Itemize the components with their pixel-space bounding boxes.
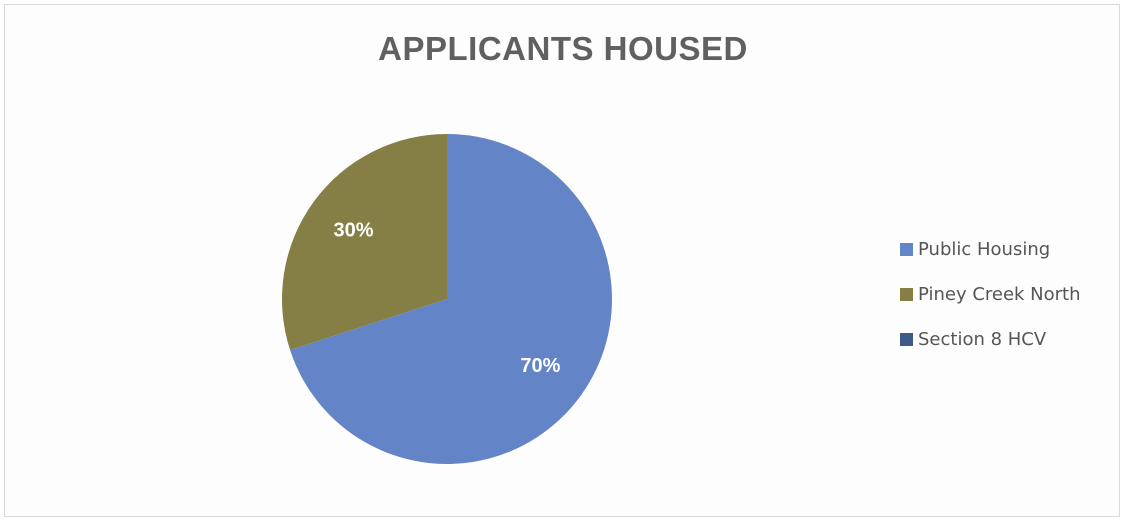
- chart-title: APPLICANTS HOUSED: [378, 30, 748, 67]
- pie-slice-public-housing: [290, 134, 612, 464]
- legend-item-piney-creek-north: Piney Creek North: [900, 283, 1081, 306]
- legend-swatch: [900, 243, 913, 256]
- legend-label: Section 8 HCV: [918, 329, 1047, 350]
- legend-label: Piney Creek North: [918, 284, 1081, 305]
- legend-item-public-housing: Public Housing: [900, 238, 1081, 261]
- data-label: 70%: [520, 355, 560, 377]
- legend-item-section-8-hcv: Section 8 HCV: [900, 328, 1081, 351]
- legend-swatch: [900, 288, 913, 301]
- pie-slice-piney-creek-north: [282, 133, 447, 350]
- legend: Public Housing Piney Creek North Section…: [900, 238, 1081, 373]
- legend-swatch: [900, 333, 913, 346]
- data-label: 30%: [334, 219, 374, 241]
- legend-label: Public Housing: [918, 239, 1051, 260]
